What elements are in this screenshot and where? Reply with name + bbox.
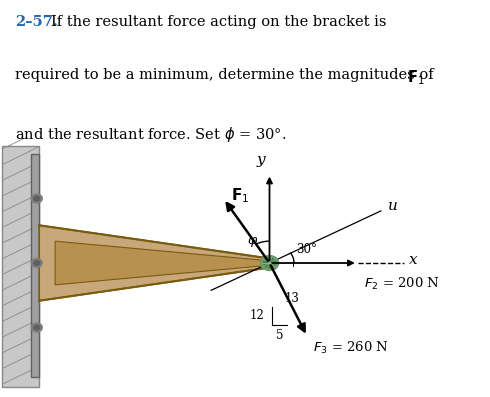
Text: 2–57.: 2–57. — [15, 15, 57, 29]
Text: 12: 12 — [250, 309, 265, 322]
Text: $\mathbf{F}_1$: $\mathbf{F}_1$ — [407, 68, 424, 87]
Circle shape — [267, 261, 272, 265]
Text: $F_3$ = 260 N: $F_3$ = 260 N — [313, 340, 389, 357]
Text: 13: 13 — [284, 292, 299, 305]
Polygon shape — [39, 225, 264, 301]
Circle shape — [264, 258, 275, 268]
Text: x: x — [409, 253, 418, 267]
Circle shape — [34, 325, 40, 330]
Circle shape — [34, 260, 40, 266]
Polygon shape — [55, 241, 261, 285]
Text: 5: 5 — [275, 329, 283, 341]
Text: φ: φ — [247, 233, 256, 247]
Circle shape — [34, 196, 40, 201]
Text: $\mathbf{F}_1$: $\mathbf{F}_1$ — [231, 186, 249, 205]
Circle shape — [260, 256, 279, 270]
Polygon shape — [31, 154, 39, 377]
Circle shape — [31, 323, 42, 332]
Text: If the resultant force acting on the bracket is: If the resultant force acting on the bra… — [50, 15, 386, 29]
Polygon shape — [2, 146, 39, 387]
Text: and the resultant force. Set $\phi$ = 30°.: and the resultant force. Set $\phi$ = 30… — [15, 125, 286, 144]
Circle shape — [31, 258, 42, 268]
Text: required to be a minimum, determine the magnitudes of: required to be a minimum, determine the … — [15, 68, 438, 82]
Text: u: u — [388, 199, 398, 213]
Text: y: y — [257, 153, 265, 167]
Circle shape — [31, 194, 42, 203]
Text: 30°: 30° — [296, 243, 318, 256]
Text: $F_2$ = 200 N: $F_2$ = 200 N — [364, 276, 440, 292]
